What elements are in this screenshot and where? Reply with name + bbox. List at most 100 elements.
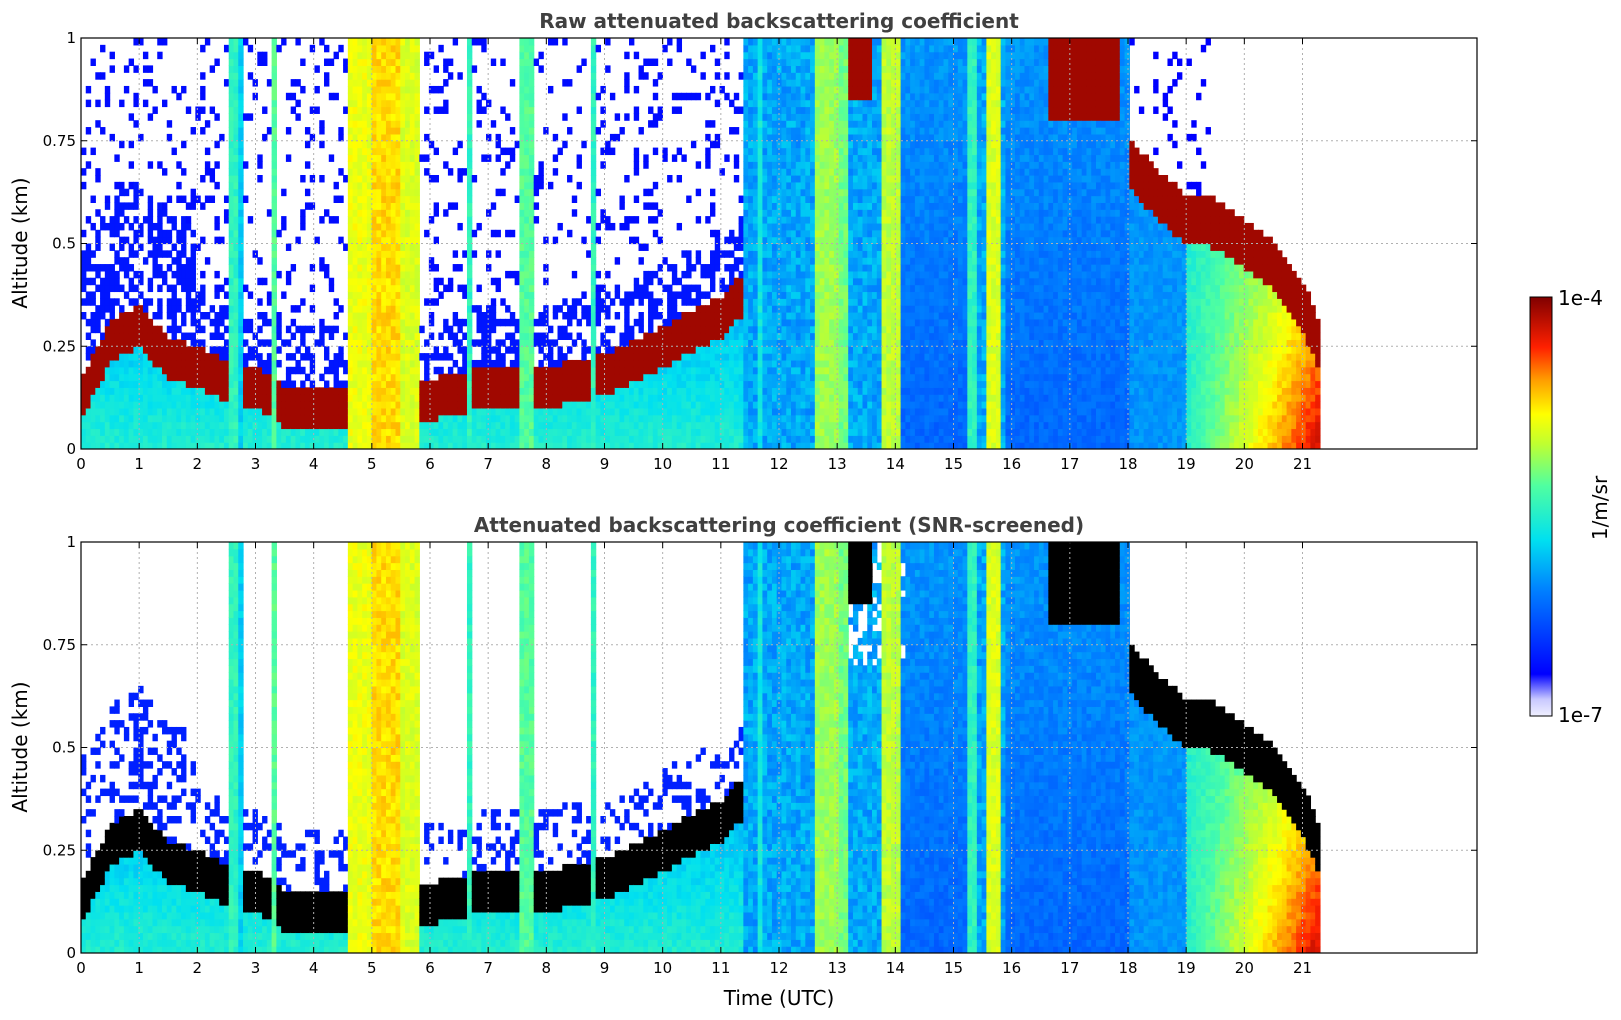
- heatmap-cell: [786, 284, 792, 293]
- heatmap-cell: [700, 325, 706, 334]
- heatmap-cell: [376, 168, 382, 176]
- heatmap-cell: [204, 168, 211, 176]
- heatmap-cell: [652, 380, 659, 388]
- heatmap-cell: [204, 401, 211, 409]
- heatmap-cell: [724, 435, 730, 443]
- heatmap-cell: [686, 366, 692, 375]
- heatmap-cell: [409, 236, 416, 245]
- heatmap-cell: [686, 373, 692, 382]
- heatmap-cell: [190, 394, 196, 402]
- heatmap-cell: [385, 428, 392, 436]
- heatmap-cell: [671, 339, 678, 347]
- heatmap-cell: [257, 428, 263, 436]
- heatmap-cell: [771, 209, 778, 217]
- heatmap-cell: [95, 168, 101, 176]
- heatmap-cell: [743, 202, 749, 210]
- heatmap-cell: [543, 373, 549, 382]
- heatmap-cell: [528, 305, 535, 313]
- heatmap-cell: [509, 442, 516, 449]
- heatmap-cell: [443, 161, 449, 169]
- heatmap-cell: [762, 216, 768, 224]
- heatmap-cell: [219, 318, 225, 327]
- heatmap-cell: [586, 442, 592, 449]
- heatmap-cell: [204, 421, 211, 430]
- heatmap-cell: [786, 236, 792, 245]
- heatmap-cell: [547, 435, 554, 443]
- heatmap-cell: [643, 428, 649, 436]
- heatmap-cell: [643, 442, 649, 449]
- heatmap-cell: [119, 325, 125, 334]
- heatmap-cell: [409, 188, 416, 197]
- heatmap-cell: [362, 312, 368, 320]
- heatmap-cell: [757, 154, 764, 162]
- heatmap-cell: [214, 401, 220, 409]
- heatmap-cell: [142, 407, 149, 416]
- heatmap-cell: [738, 387, 744, 395]
- heatmap-cell: [381, 113, 387, 121]
- heatmap-cell: [466, 346, 473, 354]
- heatmap-cell: [176, 373, 182, 382]
- heatmap-cell: [781, 305, 787, 313]
- heatmap-cell: [762, 284, 768, 293]
- heatmap-cell: [85, 366, 92, 375]
- heatmap-cell: [424, 401, 430, 409]
- heatmap-cell: [352, 161, 358, 169]
- heatmap-cell: [624, 353, 630, 361]
- heatmap-cell: [400, 435, 406, 443]
- heatmap-cell: [547, 353, 554, 361]
- heatmap-cell: [500, 414, 506, 423]
- heatmap-cell: [624, 332, 630, 340]
- heatmap-cell: [314, 387, 320, 395]
- heatmap-cell: [243, 401, 249, 409]
- heatmap-cell: [648, 359, 654, 368]
- heatmap-cell: [776, 277, 783, 286]
- heatmap-cell: [710, 380, 716, 388]
- heatmap-cell: [681, 250, 687, 258]
- heatmap-cell: [719, 85, 725, 94]
- heatmap-cell: [428, 442, 435, 449]
- heatmap-cell: [786, 58, 792, 66]
- heatmap-cell: [195, 428, 201, 436]
- heatmap-cell: [657, 277, 663, 286]
- heatmap-cell: [81, 373, 87, 382]
- heatmap-cell: [128, 373, 135, 382]
- heatmap-cell: [528, 188, 535, 197]
- heatmap-cell: [657, 421, 663, 430]
- heatmap-cell: [652, 113, 659, 121]
- heatmap-cell: [676, 442, 683, 449]
- heatmap-cell: [85, 298, 92, 306]
- heatmap-cell: [352, 106, 358, 114]
- heatmap-cell: [295, 359, 301, 368]
- heatmap-cell: [114, 181, 120, 190]
- heatmap-cell: [257, 51, 263, 60]
- heatmap-cell: [371, 270, 378, 279]
- heatmap-cell: [371, 414, 378, 423]
- heatmap-cell: [238, 442, 244, 449]
- heatmap-cell: [690, 65, 697, 73]
- heatmap-cell: [552, 305, 559, 313]
- heatmap-cell: [791, 291, 797, 299]
- heatmap-cell: [300, 325, 306, 334]
- heatmap-cell: [400, 209, 406, 217]
- heatmap-cell: [271, 202, 277, 210]
- heatmap-cell: [705, 442, 711, 449]
- heatmap-cell: [543, 312, 549, 320]
- heatmap-cell: [752, 312, 759, 320]
- heatmap-cell: [486, 353, 492, 361]
- heatmap-cell: [614, 401, 621, 409]
- heatmap-cell: [771, 257, 778, 265]
- heatmap-cell: [786, 222, 792, 231]
- heatmap-cell: [138, 332, 144, 340]
- heatmap-cell: [595, 44, 602, 53]
- heatmap-cell: [109, 325, 115, 334]
- heatmap-cell: [338, 305, 344, 313]
- heatmap-cell: [605, 147, 611, 156]
- heatmap-cell: [590, 257, 597, 265]
- heatmap-cell: [638, 421, 644, 430]
- heatmap-cell: [228, 181, 235, 190]
- heatmap-cell: [352, 127, 358, 135]
- heatmap-cell: [219, 305, 225, 313]
- heatmap-cell: [362, 168, 368, 176]
- heatmap-cell: [352, 195, 358, 203]
- heatmap-cell: [567, 373, 573, 382]
